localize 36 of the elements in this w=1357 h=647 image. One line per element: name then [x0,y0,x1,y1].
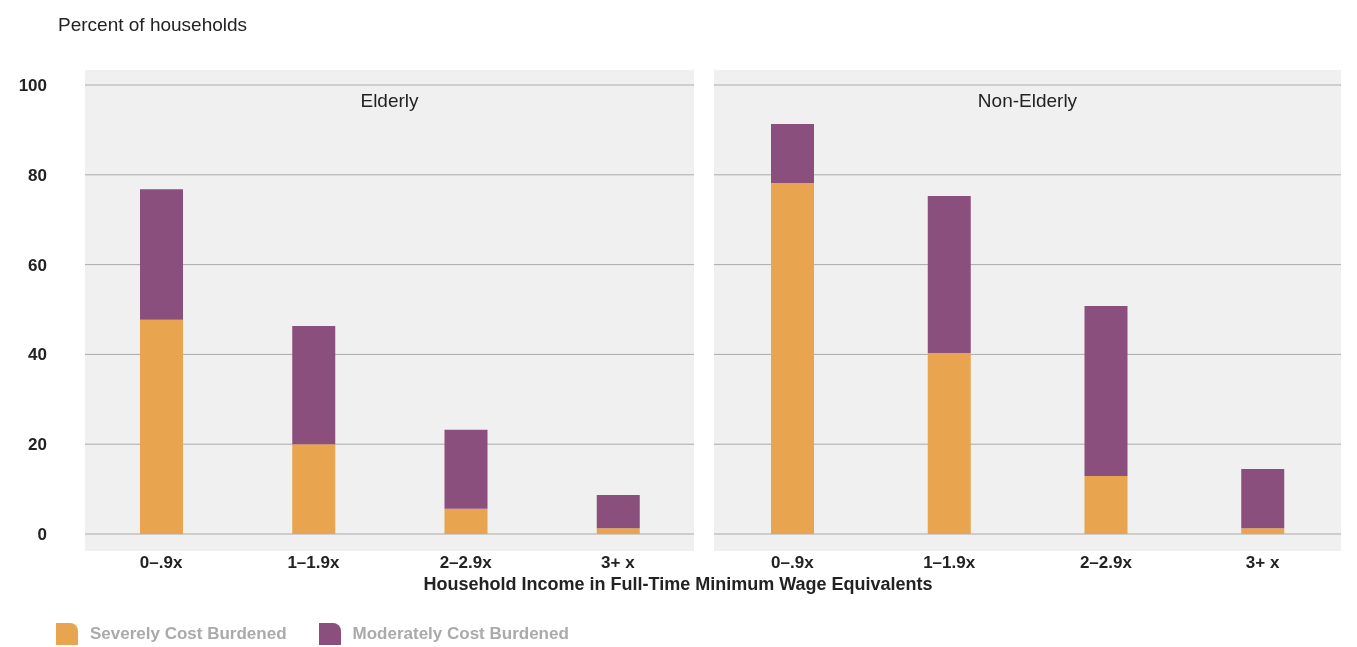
bar [1241,468,1285,529]
x-tick-label: 1–1.9x [287,553,340,573]
bar [292,326,336,445]
bar [927,353,971,534]
x-tick-label: 2–2.9x [1079,553,1133,573]
bar [771,182,814,534]
y-tick-label: 0 [37,525,47,545]
bar [140,319,183,534]
y-tick-label: 60 [28,255,47,275]
bar [596,528,640,534]
chart-title: Elderly [359,90,420,112]
bar [596,494,640,529]
legend-label: Moderately Cost Burdened [352,624,569,644]
y-tick-label: 100 [18,76,47,96]
y-tick-label: 20 [28,435,47,455]
bar [292,444,336,534]
y-tick-label: 40 [28,345,47,365]
bar [444,508,488,534]
bar [1084,305,1128,477]
x-axis-title: Household Income in Full-Time Minimum Wage Equivalents [422,574,934,595]
bar [1084,476,1128,534]
bar [771,124,814,183]
x-tick-label: 0–.9x [771,553,815,573]
x-tick-label: 3+ x [1245,553,1280,573]
x-tick-label: 3+ x [601,553,636,573]
y-tick-label: 80 [28,165,47,185]
y-axis-title: Percent of households [58,14,248,36]
bar [140,189,183,320]
bar [1241,528,1285,534]
bar [927,195,971,354]
x-tick-label: 2–2.9x [439,553,493,573]
bar [444,429,488,509]
legend-label: Severely Cost Burdened [90,624,287,644]
x-tick-label: 1–1.9x [923,553,976,573]
x-tick-label: 0–.9x [139,553,183,573]
chart-title: Non-Elderly [976,90,1079,112]
